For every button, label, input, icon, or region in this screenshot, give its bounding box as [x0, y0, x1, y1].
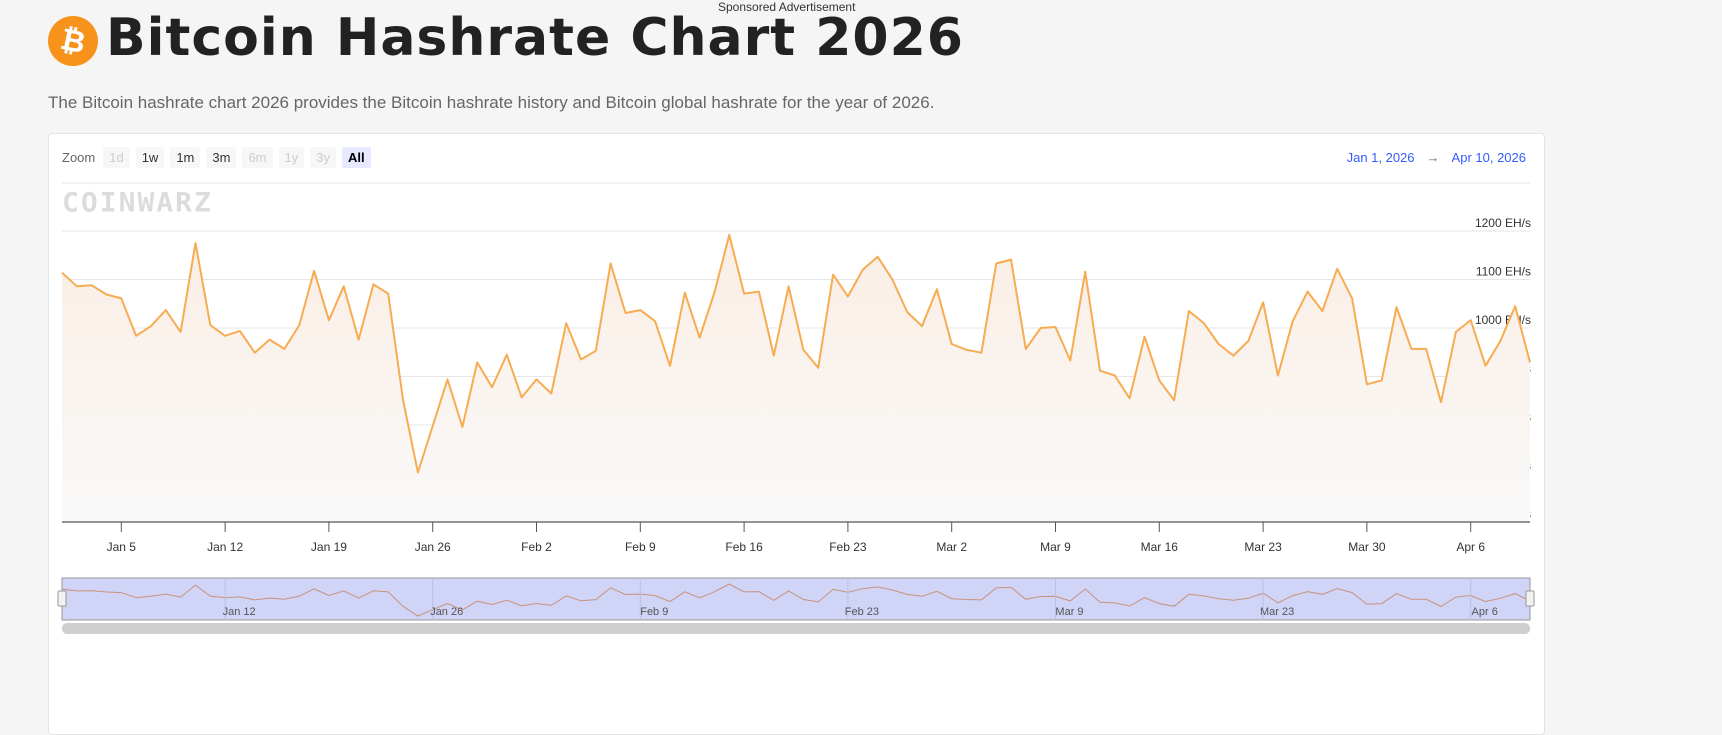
- x-tick-label: Feb 2: [521, 540, 552, 554]
- navigator-handle-left[interactable]: [58, 591, 66, 606]
- navigator-handle-right[interactable]: [1526, 591, 1534, 606]
- hashrate-chart: 600 EH/s700 EH/s800 EH/s900 EH/s1000 EH/…: [0, 0, 1722, 701]
- x-tick-label: Feb 23: [829, 540, 867, 554]
- x-tick-label: Mar 9: [1040, 540, 1071, 554]
- x-tick-label: Mar 30: [1348, 540, 1386, 554]
- x-tick-label: Mar 2: [936, 540, 967, 554]
- x-tick-label: Mar 16: [1141, 540, 1179, 554]
- navigator-tick-label: Mar 23: [1260, 606, 1294, 618]
- y-tick-label: 1100 EH/s: [1476, 265, 1531, 279]
- navigator-scrollbar[interactable]: [62, 623, 1530, 634]
- x-tick-label: Feb 9: [625, 540, 656, 554]
- x-tick-label: Jan 12: [207, 540, 243, 554]
- navigator-tick-label: Jan 12: [223, 606, 256, 618]
- x-tick-label: Feb 16: [725, 540, 763, 554]
- navigator-tick-label: Apr 6: [1472, 606, 1498, 618]
- x-tick-label: Jan 26: [415, 540, 451, 554]
- y-tick-label: 1000 EH/s: [1475, 313, 1531, 327]
- x-tick-label: Mar 23: [1244, 540, 1282, 554]
- x-tick-label: Jan 19: [311, 540, 347, 554]
- navigator-tick-label: Feb 23: [845, 606, 879, 618]
- navigator-tick-label: Jan 26: [430, 606, 463, 618]
- x-tick-label: Jan 5: [107, 540, 137, 554]
- x-tick-label: Apr 6: [1456, 540, 1485, 554]
- series-area: [62, 235, 1530, 522]
- y-tick-label: 1200 EH/s: [1475, 216, 1531, 230]
- navigator-tick-label: Feb 9: [640, 606, 668, 618]
- navigator-tick-label: Mar 9: [1055, 606, 1083, 618]
